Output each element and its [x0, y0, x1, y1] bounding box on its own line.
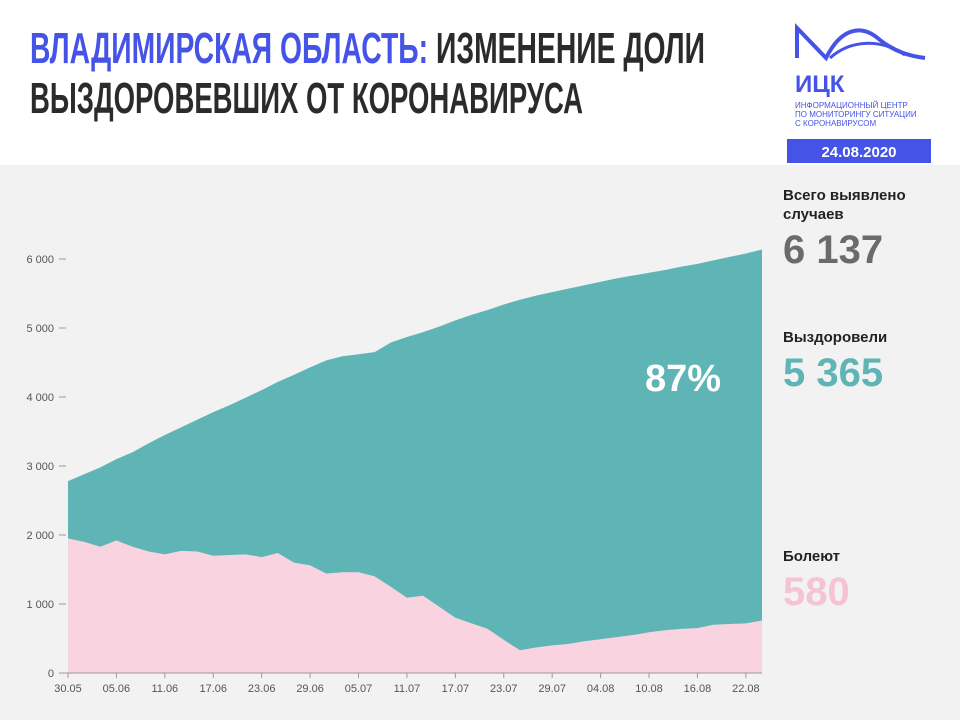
- x-tick-label: 04.08: [587, 683, 615, 695]
- x-tick-label: 29.07: [538, 683, 566, 695]
- y-tick-label: 1 000: [26, 599, 54, 611]
- stat-value: 5 365: [783, 351, 884, 395]
- logo-caption: ИНФОРМАЦИОННЫЙ ЦЕНТР: [795, 101, 908, 110]
- date-box: [787, 139, 931, 163]
- stat-label: Болеют: [783, 548, 841, 565]
- x-tick-label: 05.07: [345, 683, 373, 695]
- date: 24.08.2020: [821, 144, 896, 161]
- title-highlight: ВЛАДИМИРСКАЯ ОБЛАСТЬ:: [30, 24, 428, 73]
- x-tick-label: 11.07: [394, 683, 421, 695]
- y-tick-label: 3 000: [26, 461, 54, 473]
- title: ИЗМЕНЕНИЕ ДОЛИ: [436, 24, 705, 73]
- y-tick-label: 0: [48, 668, 54, 680]
- title: ВЫЗДОРОВЕВШИХ ОТ КОРОНАВИРУСА: [30, 74, 583, 123]
- stat-label: Выздоровели: [783, 329, 888, 346]
- logo-text: ИЦК: [795, 71, 845, 98]
- annotation: 87%: [645, 358, 721, 400]
- x-tick-label: 05.06: [103, 683, 131, 695]
- x-tick-label: 29.06: [296, 683, 324, 695]
- stat: Болеют 580: [783, 547, 933, 614]
- x-tick-label: 16.08: [684, 683, 712, 695]
- x-tick-label: 11.06: [151, 683, 178, 695]
- logo-icon: [828, 41, 906, 60]
- x-tick-label: 30.05: [54, 683, 82, 695]
- y-tick-label: 5 000: [26, 323, 54, 335]
- area: [68, 538, 762, 673]
- x-tick-label: 23.07: [490, 683, 518, 695]
- stat-value: 580: [783, 570, 850, 614]
- logo-caption: С КОРОНАВИРУСОМ: [795, 119, 876, 128]
- x-tick-label: 23.06: [248, 683, 276, 695]
- x-tick-label: 17.07: [442, 683, 470, 695]
- y-tick-label: 6 000: [26, 254, 54, 266]
- x-tick-label: 10.08: [635, 683, 663, 695]
- stat: Всего выявлено случаев 6 137: [783, 186, 933, 272]
- x-tick-label: 22.08: [732, 683, 760, 695]
- area: [68, 249, 762, 651]
- logo-caption: ПО МОНИТОРИНГУ СИТУАЦИИ: [795, 110, 917, 119]
- stat-label: Всего выявлено случаев: [783, 187, 906, 223]
- stat-value: 6 137: [783, 228, 884, 272]
- y-tick-label: 4 000: [26, 392, 54, 404]
- y-tick-label: 2 000: [26, 530, 54, 542]
- stat: Выздоровели 5 365: [783, 328, 933, 395]
- x-tick-label: 17.06: [199, 683, 227, 695]
- logo-icon: [795, 23, 926, 62]
